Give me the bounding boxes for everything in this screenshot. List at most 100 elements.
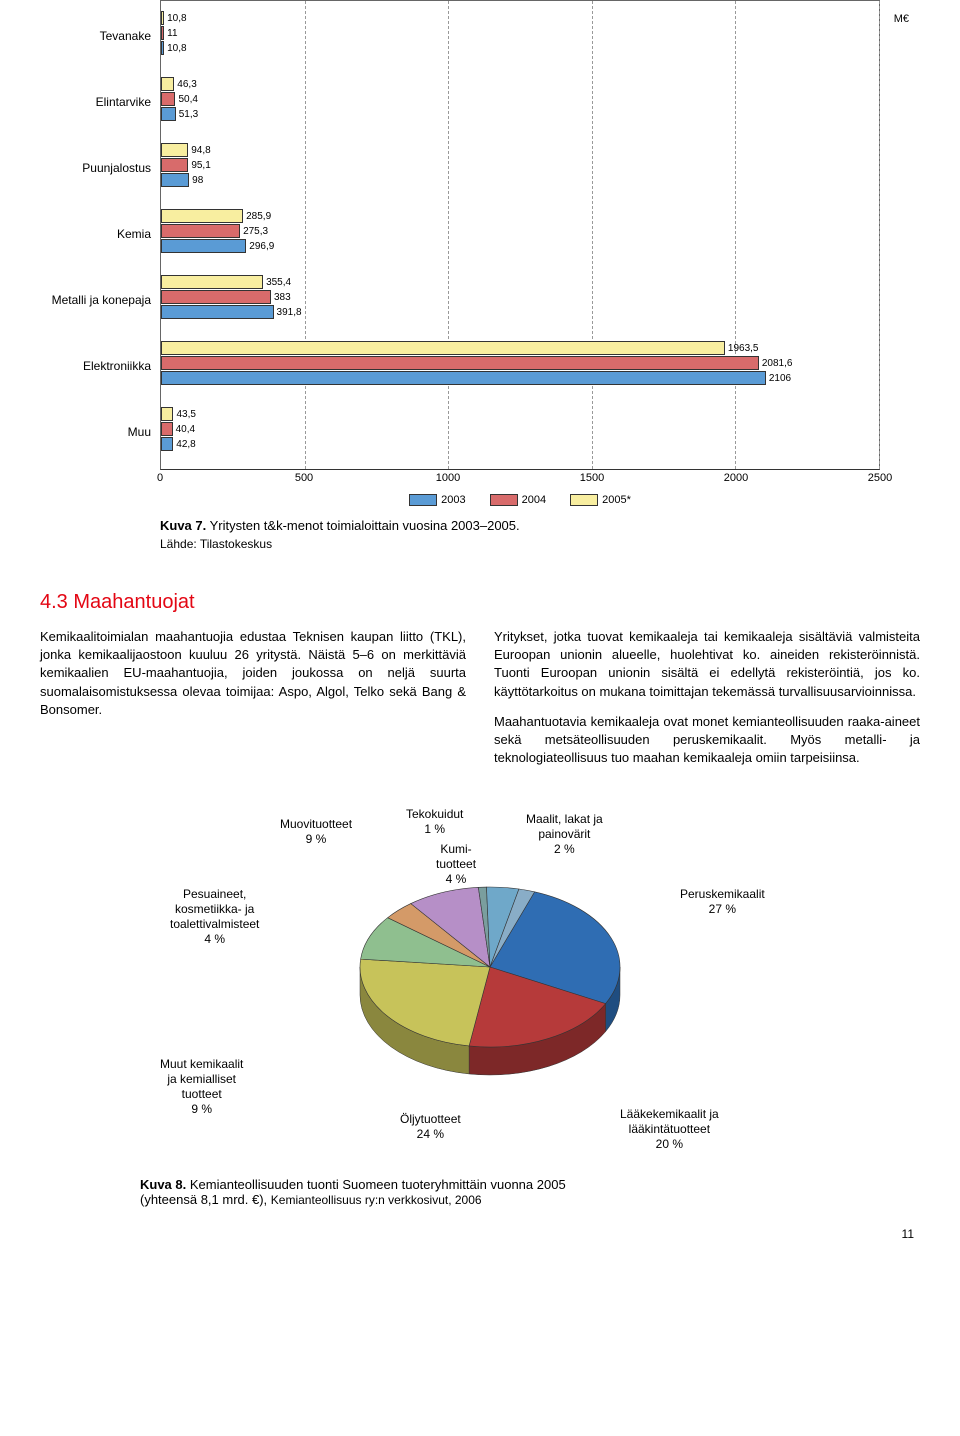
left-column: Kemikaalitoimialan maahantuojia edustaa … — [40, 628, 466, 767]
pie-chart-kuva8: Peruskemikaalit27 % Lääkekemikaalit jalää… — [140, 807, 820, 1167]
bar: 1963,5 — [161, 341, 725, 355]
x-tick-label: 1500 — [580, 472, 604, 484]
bar-value-label: 40,4 — [176, 423, 195, 437]
bar-category-label: Kemia — [117, 227, 151, 241]
bar: 10,8 — [161, 11, 164, 25]
bar-value-label: 50,4 — [178, 93, 197, 107]
pie-slice-label: Kumi-tuotteet4 % — [436, 842, 476, 887]
bar-value-label: 355,4 — [266, 276, 291, 290]
bar-value-label: 383 — [274, 291, 291, 305]
bar-value-label: 43,5 — [176, 408, 195, 422]
x-tick-label: 500 — [295, 472, 313, 484]
bar-chart-kuva7: M€ Tevanake10,81110,8Elintarvike46,350,4… — [160, 0, 880, 506]
legend-label: 2003 — [441, 494, 465, 506]
bar-category-3: Kemia285,9275,3296,9 — [161, 209, 879, 259]
bar-category-label: Muu — [128, 425, 151, 439]
bar: 11 — [161, 26, 164, 40]
legend-item: 2005* — [570, 494, 631, 506]
x-tick-label: 2500 — [868, 472, 892, 484]
bar: 43,5 — [161, 407, 173, 421]
figure8-caption: Kuva 8. Kemianteollisuuden tuonti Suomee… — [140, 1177, 920, 1207]
bar: 296,9 — [161, 239, 246, 253]
x-tick-label: 0 — [157, 472, 163, 484]
legend-swatch — [490, 494, 518, 506]
text-columns: Kemikaalitoimialan maahantuojia edustaa … — [40, 628, 920, 767]
pie-slice-label: Öljytuotteet24 % — [400, 1112, 461, 1142]
bar: 383 — [161, 290, 271, 304]
figure7-source: Lähde: Tilastokeskus — [160, 537, 920, 551]
bar-value-label: 42,8 — [176, 438, 195, 452]
bar-chart-x-axis: 05001000150020002500 — [160, 470, 880, 490]
pie-slice-label: Lääkekemikaalit jalääkintätuotteet20 % — [620, 1107, 719, 1152]
bar-value-label: 10,8 — [167, 12, 186, 26]
bar-category-label: Elektroniikka — [83, 359, 151, 373]
bar: 50,4 — [161, 92, 175, 106]
bar: 51,3 — [161, 107, 176, 121]
bar-chart-legend: 2003 2004 2005* — [160, 494, 880, 506]
section-heading-4-3: 4.3 Maahantuojat — [40, 591, 920, 614]
figure8-caption-text: Kemianteollisuuden tuonti Suomeen tuoter… — [186, 1177, 565, 1192]
bar-value-label: 95,1 — [191, 159, 210, 173]
legend-item: 2003 — [409, 494, 465, 506]
right-para-2: Maahantuotavia kemikaaleja ovat monet ke… — [494, 713, 920, 768]
bar: 355,4 — [161, 275, 263, 289]
bar-value-label: 391,8 — [277, 306, 302, 320]
pie-slice-label: Peruskemikaalit27 % — [680, 887, 765, 917]
pie-chart-svg — [340, 867, 640, 1107]
bar: 40,4 — [161, 422, 173, 436]
figure8-caption-source: Kemianteollisuus ry:n verkkosivut, 2006 — [271, 1193, 482, 1207]
left-para: Kemikaalitoimialan maahantuojia edustaa … — [40, 628, 466, 719]
bar-value-label: 10,8 — [167, 42, 186, 56]
x-tick-label: 2000 — [724, 472, 748, 484]
bar-chart-plot-area: M€ Tevanake10,81110,8Elintarvike46,350,4… — [160, 0, 880, 470]
bar-value-label: 296,9 — [249, 240, 274, 254]
bar-value-label: 285,9 — [246, 210, 271, 224]
legend-label: 2004 — [522, 494, 546, 506]
figure8-caption-bold: Kuva 8. — [140, 1177, 186, 1192]
pie-slice-label: Tekokuidut1 % — [406, 807, 463, 837]
pie-slice-label: Muovituotteet9 % — [280, 817, 352, 847]
bar-category-label: Metalli ja konepaja — [52, 293, 151, 307]
legend-swatch — [409, 494, 437, 506]
figure8-caption-line2: (yhteensä 8,1 mrd. €), — [140, 1192, 267, 1207]
bar-value-label: 1963,5 — [728, 342, 759, 356]
bar: 285,9 — [161, 209, 243, 223]
right-column: Yritykset, jotka tuovat kemikaaleja tai … — [494, 628, 920, 767]
pie-slice-label: Maalit, lakat japainovärit2 % — [526, 812, 603, 857]
x-tick-label: 1000 — [436, 472, 460, 484]
bar-value-label: 2081,6 — [762, 357, 793, 371]
bar: 2106 — [161, 371, 766, 385]
bar-category-6: Muu43,540,442,8 — [161, 407, 879, 457]
bar-value-label: 11 — [167, 27, 177, 41]
pie-slice-label: Pesuaineet,kosmetiikka- jatoalettivalmis… — [170, 887, 259, 947]
bar-value-label: 51,3 — [179, 108, 198, 122]
bar-category-4: Metalli ja konepaja355,4383391,8 — [161, 275, 879, 325]
bar-category-label: Tevanake — [100, 29, 151, 43]
bar-category-label: Elintarvike — [96, 95, 151, 109]
pie-slice-label: Muut kemikaalitja kemiallisettuotteet9 % — [160, 1057, 243, 1117]
bar-chart-unit: M€ — [894, 13, 909, 25]
bar: 2081,6 — [161, 356, 759, 370]
bar: 10,8 — [161, 41, 164, 55]
bar-value-label: 2106 — [769, 372, 791, 386]
bar: 42,8 — [161, 437, 173, 451]
bar-category-label: Puunjalostus — [82, 161, 151, 175]
page-number: 11 — [40, 1227, 920, 1241]
bar: 391,8 — [161, 305, 274, 319]
legend-swatch — [570, 494, 598, 506]
gridline — [879, 1, 880, 469]
bar-category-0: Tevanake10,81110,8 — [161, 11, 879, 61]
bar-value-label: 98 — [192, 174, 203, 188]
bar: 94,8 — [161, 143, 188, 157]
bar: 98 — [161, 173, 189, 187]
legend-item: 2004 — [490, 494, 546, 506]
bar: 95,1 — [161, 158, 188, 172]
bar-value-label: 46,3 — [177, 78, 196, 92]
bar-value-label: 94,8 — [191, 144, 210, 158]
right-para-1: Yritykset, jotka tuovat kemikaaleja tai … — [494, 628, 920, 701]
bar-category-1: Elintarvike46,350,451,3 — [161, 77, 879, 127]
pie-chart-area: Peruskemikaalit27 % Lääkekemikaalit jalää… — [140, 807, 820, 1167]
bar-category-5: Elektroniikka1963,52081,62106 — [161, 341, 879, 391]
figure7-caption: Kuva 7. Yritysten t&k-menot toimialoitta… — [160, 518, 920, 533]
bar-value-label: 275,3 — [243, 225, 268, 239]
